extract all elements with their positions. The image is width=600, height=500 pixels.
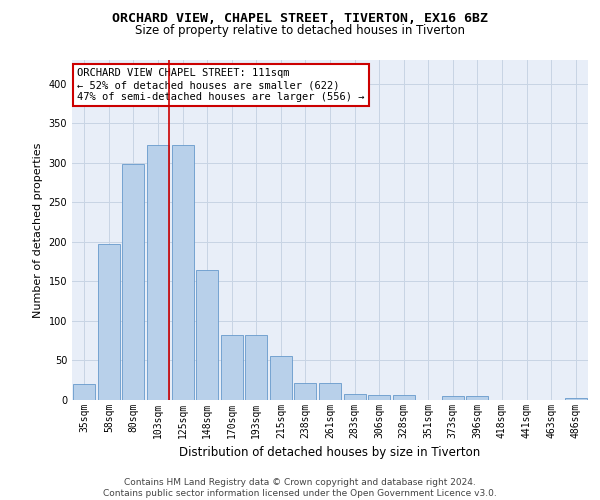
Bar	[392, 396, 415, 400]
Bar	[221, 335, 243, 400]
Text: ORCHARD VIEW, CHAPEL STREET, TIVERTON, EX16 6BZ: ORCHARD VIEW, CHAPEL STREET, TIVERTON, E…	[112, 12, 488, 26]
Bar	[368, 396, 390, 400]
Bar	[147, 144, 169, 400]
Bar	[122, 164, 145, 400]
Bar	[466, 396, 488, 400]
Bar	[270, 356, 292, 400]
Bar	[73, 384, 95, 400]
Bar	[172, 144, 194, 400]
Bar	[344, 394, 365, 400]
Bar	[295, 384, 316, 400]
Bar	[319, 382, 341, 400]
Y-axis label: Number of detached properties: Number of detached properties	[33, 142, 43, 318]
Text: Contains HM Land Registry data © Crown copyright and database right 2024.
Contai: Contains HM Land Registry data © Crown c…	[103, 478, 497, 498]
X-axis label: Distribution of detached houses by size in Tiverton: Distribution of detached houses by size …	[179, 446, 481, 460]
Bar	[196, 270, 218, 400]
Bar	[245, 335, 268, 400]
Text: ORCHARD VIEW CHAPEL STREET: 111sqm
← 52% of detached houses are smaller (622)
47: ORCHARD VIEW CHAPEL STREET: 111sqm ← 52%…	[77, 68, 365, 102]
Bar	[98, 244, 120, 400]
Bar	[565, 398, 587, 400]
Bar	[442, 396, 464, 400]
Text: Size of property relative to detached houses in Tiverton: Size of property relative to detached ho…	[135, 24, 465, 37]
